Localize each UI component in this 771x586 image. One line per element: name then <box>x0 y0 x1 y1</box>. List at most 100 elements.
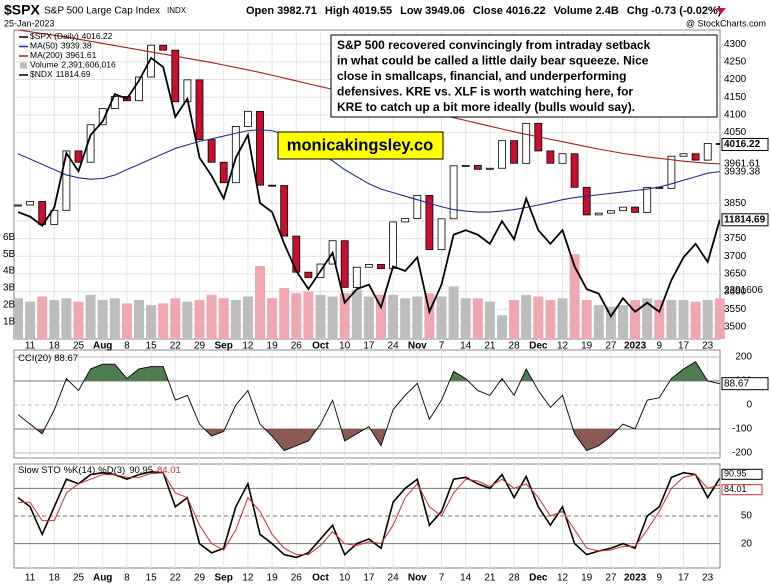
volume-bar <box>472 298 483 339</box>
y-tick-label: 4050 <box>724 127 747 138</box>
candle <box>231 126 240 184</box>
volume-bar <box>315 294 326 339</box>
x-tick-label: 12 <box>242 341 254 352</box>
x-tick-label: 9 <box>657 341 663 352</box>
volume-bar <box>363 296 374 339</box>
volume-bar <box>13 298 23 339</box>
candle <box>98 108 107 126</box>
series-line <box>17 129 720 213</box>
candle <box>195 79 204 140</box>
symbol: $SPX <box>4 2 40 18</box>
y-tick-label: 4150 <box>724 92 747 103</box>
x-tick-label: 8 <box>124 573 130 584</box>
sto-line <box>18 472 720 556</box>
legend-name: MA(50) <box>30 41 58 51</box>
annotation-line: KRE to catch up a bit more ideally (bull… <box>337 100 635 114</box>
x-tick-label: 19 <box>267 341 279 352</box>
candle <box>401 218 410 223</box>
volume-bar <box>678 299 689 339</box>
value-tag-box <box>721 213 769 227</box>
candle <box>364 264 373 268</box>
x-tick-label: 17 <box>678 341 690 352</box>
x-tick-label: 27 <box>605 341 617 352</box>
x-tick-label: 2023 <box>624 573 647 584</box>
volume-bar <box>291 293 302 339</box>
volume-bar <box>702 299 713 339</box>
series-line <box>17 56 720 319</box>
volume-bar <box>654 299 665 339</box>
volume-bar <box>605 306 616 339</box>
volume-bar <box>194 299 205 339</box>
volume-tick-label: 4B <box>3 266 16 277</box>
candle <box>570 153 579 188</box>
x-tick-label: Aug <box>93 573 112 584</box>
x-tick-label: 7 <box>439 341 445 352</box>
x-tick-label: Dec <box>529 573 548 584</box>
cci-fill <box>18 361 720 381</box>
value-tag: 88.67 <box>724 378 749 389</box>
value-tag: 3939.38 <box>724 166 761 177</box>
x-tick-label: 25 <box>73 573 85 584</box>
candle <box>558 153 567 164</box>
candle <box>159 44 168 51</box>
volume-bar <box>170 298 181 339</box>
x-tick-label: Oct <box>312 573 329 584</box>
y-tick-label: 4200 <box>724 74 747 85</box>
value-tag-box <box>721 377 769 391</box>
candle <box>607 210 615 214</box>
volume-tick-label: 6B <box>3 232 16 243</box>
volume-bar <box>521 294 532 339</box>
candle <box>461 165 470 167</box>
legend-value: 3961.61 <box>66 50 97 60</box>
volume-bar <box>424 293 435 339</box>
x-tick-label: 15 <box>146 573 158 584</box>
candle <box>510 140 519 164</box>
candle <box>207 139 216 163</box>
legend-entry: $NDX 11814.69 <box>30 69 91 79</box>
x-tick-label: 17 <box>363 573 375 584</box>
candle <box>715 143 720 145</box>
candle <box>485 167 494 170</box>
value-tag-box <box>721 137 769 151</box>
volume-bar <box>690 301 701 339</box>
x-tick-label: Aug <box>93 341 112 352</box>
x-tick-label: 18 <box>49 573 61 584</box>
value-tag: 3961.61 <box>724 158 761 169</box>
x-tick-label: 12 <box>242 573 254 584</box>
x-tick-label: 17 <box>363 341 375 352</box>
candle <box>352 266 361 288</box>
x-tick-label: 11 <box>25 573 36 584</box>
candle <box>679 153 688 157</box>
volume-bar <box>242 296 253 339</box>
candle <box>425 195 434 250</box>
volume-bar <box>497 315 507 339</box>
volume-bar <box>97 299 108 339</box>
legend-value: 4016.22 <box>82 31 113 41</box>
volume-bar <box>714 298 725 339</box>
legend-entry: MA(200) 3961.61 <box>30 50 97 60</box>
legend-entry: Volume 2,391,606,016 <box>30 60 116 70</box>
stat-value: -0.73 (-0.02%) <box>651 5 722 17</box>
cci-title: CCI(20) 88.67 <box>18 353 78 364</box>
candle <box>74 150 83 163</box>
source: @ StockCharts.com <box>686 18 766 28</box>
x-tick-label: 12 <box>557 341 569 352</box>
volume-bar <box>630 299 641 339</box>
sto-line <box>17 471 721 559</box>
legend-name: Volume <box>30 60 59 70</box>
volume-bar <box>49 299 60 339</box>
candle <box>62 150 71 211</box>
volume-bar <box>182 301 193 339</box>
sto-series-name: %D(3) <box>98 465 125 476</box>
volume-tick-label: 5B <box>3 249 16 260</box>
volume-bar <box>618 305 628 339</box>
x-tick-label: 12 <box>557 573 569 584</box>
x-tick-label: 25 <box>73 341 85 352</box>
value-tag: 11814.69 <box>724 214 766 225</box>
volume-bar <box>25 301 36 339</box>
cci-frame <box>13 349 721 459</box>
candle <box>619 206 627 212</box>
candle <box>546 150 555 164</box>
annotation-line: in what could be called a little daily b… <box>337 54 649 68</box>
